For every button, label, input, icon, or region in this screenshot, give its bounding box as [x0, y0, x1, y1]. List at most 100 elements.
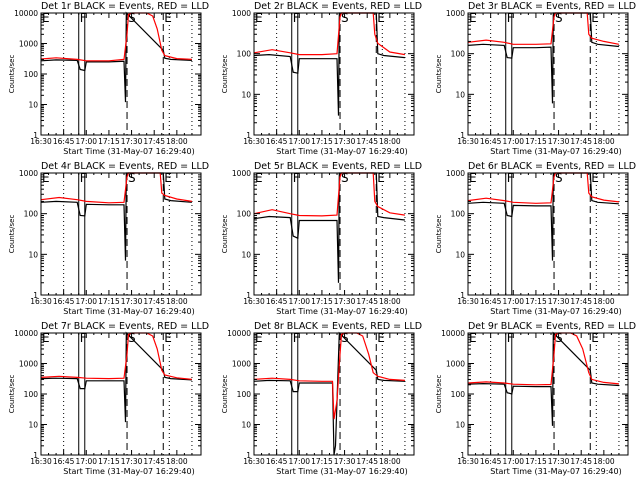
x-tick-label: 17:00 [502, 457, 524, 466]
x-tick-label: 18:00 [593, 137, 615, 146]
x-tick-label: 17:30 [334, 457, 356, 466]
y-tick-label: 100 [24, 390, 39, 399]
marker-E: E [469, 171, 477, 185]
y-tick-label: 10 [241, 421, 251, 430]
plot-frame [467, 332, 629, 456]
y-tick-label: 1 [246, 451, 251, 460]
y-tick-label: 10000 [441, 329, 465, 338]
marker-F: F [293, 11, 300, 25]
y-tick-label: 1 [33, 291, 38, 300]
x-axis-label: Start Time (31-May-07 16:29:40) [490, 147, 621, 156]
y-tick-label: 100 [237, 210, 252, 219]
y-tick-label: 10 [455, 421, 465, 430]
x-axis-label: Start Time (31-May-07 16:29:40) [276, 147, 407, 156]
y-tick-label: 10 [455, 90, 465, 99]
panel-title: Det 4r BLACK = Events, RED = LLD [41, 161, 209, 172]
x-tick-label: 17:15 [311, 137, 333, 146]
x-tick-label: 18:00 [379, 297, 401, 306]
x-tick-label: 17:30 [121, 297, 143, 306]
plot-frame [253, 12, 415, 136]
x-tick-label: 17:30 [548, 457, 570, 466]
y-tick-label: 100 [451, 390, 466, 399]
plot-frame [40, 12, 202, 136]
x-tick-label: 17:45 [570, 457, 592, 466]
x-tick-label: 17:00 [502, 137, 524, 146]
x-tick-label: 17:00 [288, 457, 310, 466]
panel-7: Det 7r BLACK = Events, RED = LLDEFSE1101… [8, 321, 209, 476]
y-tick-label: 100 [451, 210, 466, 219]
series-lld-line [467, 12, 620, 45]
marker-F: F [507, 171, 514, 185]
x-tick-label: 16:30 [30, 457, 52, 466]
panel-5: Det 5r BLACK = Events, RED = LLDEFSE1101… [221, 161, 422, 316]
x-tick-label: 16:30 [457, 297, 479, 306]
x-tick-label: 17:00 [75, 457, 97, 466]
x-axis-label: Start Time (31-May-07 16:29:40) [63, 467, 194, 476]
series-lld-line [40, 332, 192, 380]
x-tick-label: 17:15 [525, 137, 547, 146]
series-lld-line [253, 172, 405, 217]
y-tick-label: 10 [455, 250, 465, 259]
y-axis-label: Counts/sec [221, 375, 229, 414]
panel-title: Det 6r BLACK = Events, RED = LLD [468, 161, 636, 172]
y-tick-label: 100 [237, 50, 252, 59]
plot-frame [467, 12, 629, 136]
x-tick-label: 17:30 [334, 137, 356, 146]
x-tick-label: 17:45 [143, 137, 165, 146]
x-tick-label: 17:45 [143, 297, 165, 306]
marker-F: F [80, 171, 87, 185]
x-tick-label: 18:00 [166, 457, 188, 466]
y-axis-label: Counts/sec [8, 215, 16, 254]
panel-title: Det 3r BLACK = Events, RED = LLD [468, 1, 636, 12]
marker-E: E [377, 331, 385, 345]
plot-frame [40, 332, 202, 456]
x-tick-label: 16:30 [457, 137, 479, 146]
series-events-line [40, 331, 192, 423]
x-tick-label: 18:00 [379, 457, 401, 466]
x-axis-label: Start Time (31-May-07 16:29:40) [490, 307, 621, 316]
marker-E: E [591, 11, 599, 25]
y-tick-label: 1 [460, 291, 465, 300]
x-tick-label: 16:45 [266, 297, 288, 306]
marker-E: E [164, 11, 172, 25]
y-tick-label: 10000 [227, 329, 251, 338]
y-axis-label: Counts/sec [435, 55, 443, 94]
x-tick-label: 17:30 [548, 297, 570, 306]
series-events-line [467, 331, 619, 426]
panel-6: Det 6r BLACK = Events, RED = LLDEFSE1101… [435, 161, 636, 316]
y-tick-label: 10 [28, 250, 38, 259]
x-tick-label: 16:45 [53, 457, 75, 466]
y-tick-label: 10 [241, 90, 251, 99]
x-tick-label: 16:30 [457, 457, 479, 466]
x-axis-label: Start Time (31-May-07 16:29:40) [276, 307, 407, 316]
x-tick-label: 17:45 [570, 297, 592, 306]
y-tick-label: 1000 [232, 360, 251, 369]
plot-frame [253, 172, 415, 296]
x-tick-label: 16:30 [30, 297, 52, 306]
x-tick-label: 17:00 [288, 137, 310, 146]
y-tick-label: 1 [33, 451, 38, 460]
panel-title: Det 7r BLACK = Events, RED = LLD [41, 321, 209, 332]
x-tick-label: 16:45 [480, 137, 502, 146]
marker-F: F [293, 331, 300, 345]
marker-E: E [377, 11, 385, 25]
x-tick-label: 17:00 [75, 137, 97, 146]
x-tick-label: 17:15 [98, 137, 120, 146]
y-tick-label: 100 [24, 70, 39, 79]
y-tick-label: 10000 [14, 9, 38, 18]
y-axis-label: Counts/sec [8, 375, 16, 414]
marker-F: F [507, 11, 514, 25]
x-tick-label: 16:45 [53, 137, 75, 146]
x-tick-label: 17:15 [525, 457, 547, 466]
y-tick-label: 10 [241, 250, 251, 259]
panel-title: Det 8r BLACK = Events, RED = LLD [254, 321, 422, 332]
x-tick-label: 17:15 [525, 297, 547, 306]
x-tick-label: 16:45 [480, 457, 502, 466]
x-tick-label: 18:00 [593, 297, 615, 306]
series-events-line [467, 172, 619, 261]
x-tick-label: 16:45 [266, 137, 288, 146]
marker-F: F [80, 331, 87, 345]
panel-title: Det 2r BLACK = Events, RED = LLD [254, 1, 422, 12]
